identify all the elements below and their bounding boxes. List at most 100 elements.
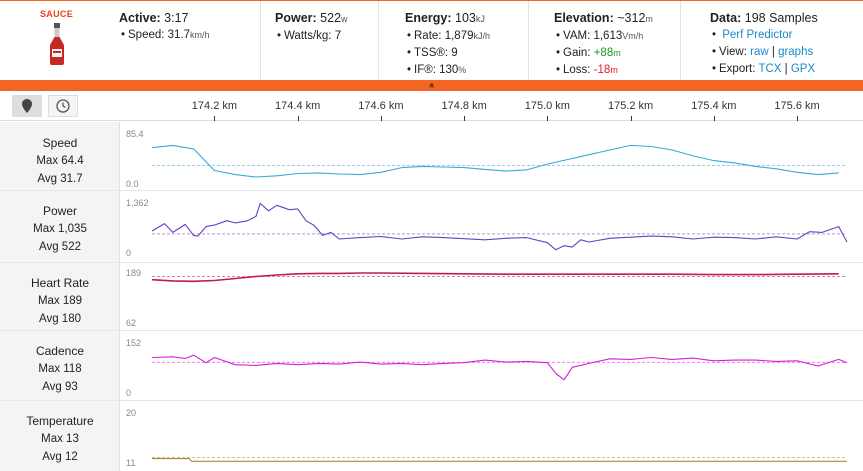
- export-tcx-link[interactable]: TCX: [758, 63, 782, 75]
- cadence-title: Cadence: [35, 344, 85, 358]
- collapse-bar[interactable]: »: [0, 80, 863, 91]
- view-raw-link[interactable]: raw: [750, 46, 769, 58]
- view-graphs-link[interactable]: graphs: [778, 46, 814, 58]
- cadence-max-label: Max 118: [38, 363, 82, 375]
- active-label: Active:: [119, 11, 161, 25]
- if-unit: %: [458, 65, 467, 75]
- cadence-series-line[interactable]: [151, 354, 848, 381]
- x-tick-mark: [547, 116, 549, 121]
- chart-toolbar: 174.2 km 174.4 km 174.6 km 174.8 km 175.0 km…: [0, 91, 863, 121]
- x-tick-mark: [713, 116, 715, 121]
- clock-icon: [56, 99, 70, 113]
- power-label-block: Power Max 1,035 Avg 522: [0, 202, 120, 256]
- speed-title: Speed: [42, 136, 78, 150]
- power-series-line[interactable]: [151, 202, 848, 251]
- elevation-unit: m: [645, 14, 653, 24]
- heart-rate-max-label: Max 189: [37, 295, 83, 307]
- speed-label-block: Speed Max 64.4 Avg 31.7: [0, 134, 120, 188]
- data-value: 198 Samples: [744, 11, 818, 25]
- tss-label: TSS®:: [414, 47, 449, 59]
- temperature-avg-label: Avg 12: [42, 451, 78, 463]
- vam-value: 1,613: [593, 30, 623, 42]
- temperature-title: Temperature: [26, 414, 94, 428]
- vam-unit: Vm/h: [622, 31, 644, 41]
- speed-max-label: Max 64.4: [36, 155, 84, 167]
- wkg-value: 7: [334, 30, 342, 42]
- x-tick-mark: [797, 116, 799, 121]
- temperature-y-min-label: 11: [126, 458, 135, 468]
- x-tick-label: 174.2 km: [191, 100, 238, 112]
- elevation-stats: Elevation: ~312m • VAM: 1,613Vm/h • Gain: …: [528, 1, 680, 81]
- x-tick-mark: [464, 116, 466, 121]
- power-avg-label: Avg 522: [39, 241, 81, 253]
- temperature-series-line[interactable]: [152, 458, 847, 462]
- summary-panel: SAUCE Active: 3:17 • Speed: 31.7km/h Powe…: [0, 0, 863, 81]
- gain-unit: m: [613, 48, 621, 58]
- time-view-button[interactable]: [48, 95, 78, 117]
- power-label: Power:: [275, 11, 317, 25]
- speed-value: 31.7: [167, 29, 191, 41]
- power-unit: w: [341, 14, 348, 24]
- temperature-max-label: Max 13: [41, 433, 79, 445]
- loss-label: Loss:: [563, 64, 591, 76]
- view-separator: |: [771, 46, 775, 58]
- export-separator: |: [784, 63, 788, 75]
- heart-rate-label-block: Heart Rate Max 189 Avg 180: [0, 274, 120, 328]
- energy-label: Energy:: [405, 11, 452, 25]
- wkg-label: Watts/kg:: [284, 30, 332, 42]
- data-stats: Data: 198 Samples • Perf Predictor • View…: [680, 1, 863, 81]
- row-divider: [0, 262, 863, 263]
- data-label: Data:: [710, 11, 742, 25]
- row-divider: [0, 190, 863, 191]
- x-tick-label: 175.4 km: [691, 100, 737, 112]
- active-value: 3:17: [164, 11, 189, 25]
- cadence-y-max-label: 152: [126, 338, 141, 348]
- speed-series-line[interactable]: [151, 144, 839, 178]
- cadence-avg-label: Avg 93: [42, 381, 78, 393]
- sauce-logo: SAUCE: [0, 1, 112, 81]
- x-tick-label: 175.2 km: [607, 100, 654, 112]
- map-view-button[interactable]: [12, 95, 42, 117]
- view-label: View:: [719, 46, 747, 58]
- x-tick-label: 175.6 km: [774, 100, 820, 112]
- perf-predictor-link[interactable]: Perf Predictor: [722, 29, 793, 41]
- x-tick-mark: [297, 116, 299, 121]
- elevation-label: Elevation:: [554, 11, 614, 25]
- speed-y-max-label: 85.4: [126, 129, 144, 139]
- if-label: IF®:: [414, 64, 436, 76]
- active-stats: Active: 3:17 • Speed: 31.7km/h: [119, 11, 210, 41]
- x-tick-label: 174.8 km: [441, 100, 487, 112]
- rate-unit: kJ/h: [473, 31, 490, 41]
- export-gpx-link[interactable]: GPX: [790, 63, 816, 75]
- x-tick-mark: [214, 116, 216, 121]
- power-y-min-label: 0: [126, 248, 131, 258]
- speed-label: Speed:: [128, 29, 165, 41]
- power-stats: Power: 522w • Watts/kg: 7: [260, 1, 378, 81]
- speed-y-min-label: 0.0: [126, 179, 139, 189]
- sauce-bottle-icon: [50, 23, 64, 65]
- loss-unit: m: [610, 65, 618, 75]
- if-value: 130: [439, 64, 459, 76]
- heart-rate-y-min-label: 62: [126, 318, 136, 328]
- gain-value: +88: [593, 47, 614, 59]
- map-pin-icon: [22, 99, 32, 113]
- speed-avg-label: Avg 31.7: [37, 173, 83, 185]
- power-title: Power: [42, 204, 77, 218]
- loss-value: -18: [593, 64, 611, 76]
- heart-rate-series-line[interactable]: [151, 272, 839, 283]
- temperature-y-max-label: 20: [126, 408, 136, 418]
- power-max-label: Max 1,035: [33, 223, 87, 235]
- energy-stats: Energy: 103kJ • Rate: 1,879kJ/h • TSS®: 9 …: [378, 1, 528, 81]
- cadence-label-block: Cadence Max 118 Avg 93: [0, 342, 120, 396]
- rate-label: Rate:: [414, 30, 442, 42]
- temperature-label-block: Temperature Max 13 Avg 12: [0, 412, 120, 466]
- row-divider: [0, 330, 863, 331]
- row-divider: [0, 400, 863, 401]
- vam-label: VAM:: [563, 30, 591, 42]
- x-tick-label: 174.4 km: [275, 100, 321, 112]
- elevation-value: ~312: [617, 11, 646, 25]
- heart-rate-y-max-label: 189: [126, 268, 141, 278]
- power-value: 522: [320, 11, 342, 25]
- x-tick-label: 175.0 km: [524, 100, 570, 112]
